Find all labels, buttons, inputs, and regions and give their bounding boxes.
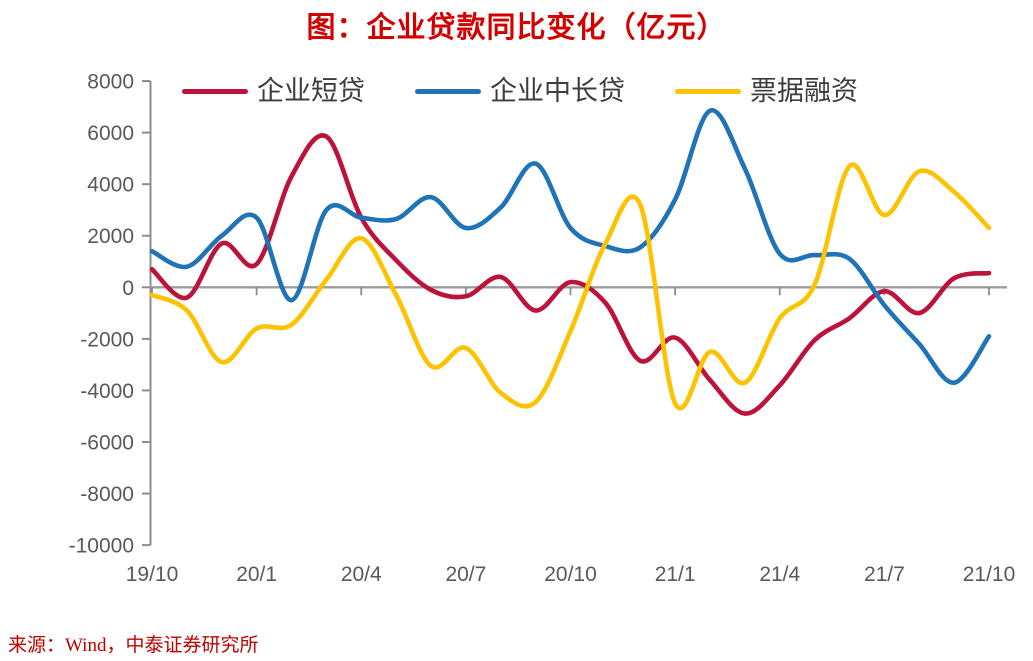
series-line-medium-long-loans [149, 108, 992, 385]
legend-label: 票据融资 [750, 76, 858, 106]
series-line-bill-financing [149, 162, 992, 411]
legend-item-medium-long-loans: 企业中长贷 [415, 78, 625, 105]
x-tick-label: 20/4 [341, 563, 382, 586]
x-tick-label: 19/10 [126, 563, 179, 586]
x-tick-label: 20/10 [544, 563, 597, 586]
y-tick-label: 0 [122, 277, 134, 300]
series-line-short-loans [149, 133, 992, 416]
y-tick-label: 4000 [87, 174, 134, 197]
x-tick-label: 21/4 [759, 563, 800, 586]
y-tick-label: -2000 [80, 328, 134, 351]
y-tick-label: 8000 [87, 71, 134, 94]
y-tick-label: -4000 [80, 380, 134, 403]
legend-item-short-loans: 企业短贷 [182, 78, 365, 105]
source-note: 来源：Wind，中泰证券研究所 [8, 635, 259, 656]
x-tick-label: 21/1 [655, 563, 696, 586]
legend-label: 企业中长贷 [490, 76, 625, 106]
legend: 企业短贷 企业中长贷 票据融资 [150, 78, 890, 105]
legend-line-swatch [675, 89, 741, 94]
y-tick-label: -8000 [80, 483, 134, 506]
y-tick-label: -10000 [69, 535, 134, 558]
legend-line-swatch [415, 89, 481, 94]
y-tick-label: 2000 [87, 225, 134, 248]
legend-line-swatch [182, 89, 248, 94]
x-tick-label: 21/7 [864, 563, 905, 586]
legend-item-bill-financing: 票据融资 [675, 78, 858, 105]
chart-title: 图：企业贷款同比变化（亿元） [306, 12, 727, 44]
legend-label: 企业短贷 [257, 76, 365, 106]
y-tick-label: 6000 [87, 122, 134, 145]
y-tick-label: -6000 [80, 431, 134, 454]
x-tick-label: 21/10 [963, 563, 1016, 586]
x-tick-label: 20/1 [236, 563, 277, 586]
x-tick-label: 20/7 [445, 563, 486, 586]
